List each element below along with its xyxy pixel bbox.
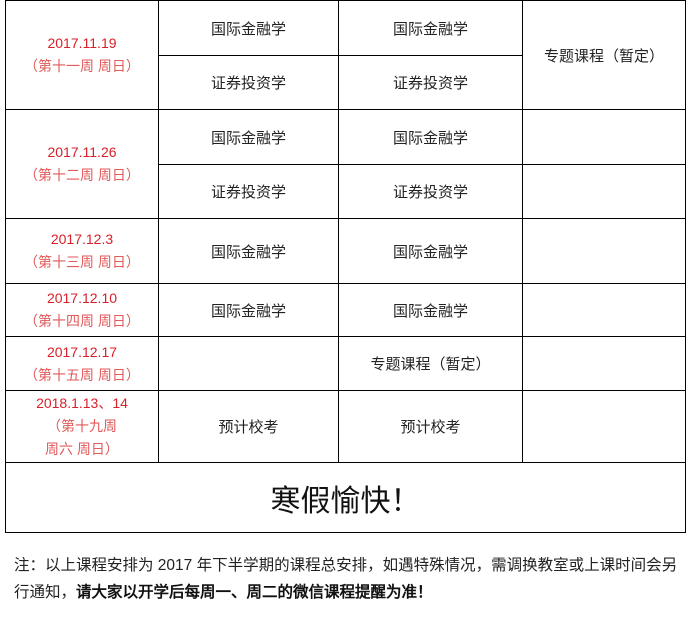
date-cell: 2017.12.3 （第十三周 周日） xyxy=(5,218,159,284)
course-cell: 国际金融学 xyxy=(158,109,339,165)
course-cell: 国际金融学 xyxy=(338,109,523,165)
table-row: 2017.12.17 （第十五周 周日） 专题课程（暂定） xyxy=(5,336,686,391)
course-cell: 证券投资学 xyxy=(338,164,523,219)
date: 2018.1.13、14 xyxy=(36,395,128,411)
date: 2017.12.3 xyxy=(50,231,114,247)
exam-cell: 预计校考 xyxy=(158,390,339,463)
empty-cell xyxy=(522,390,686,463)
empty-cell xyxy=(522,109,686,165)
empty-cell xyxy=(522,164,686,219)
course-cell: 国际金融学 xyxy=(158,283,339,337)
table-row: 2018.1.13、14 （第十九周周六 周日） 预计校考 预计校考 xyxy=(5,390,686,463)
date: 2017.11.19 xyxy=(47,35,117,51)
date-cell: 2018.1.13、14 （第十九周周六 周日） xyxy=(5,390,159,463)
week: （第十三周 周日） xyxy=(24,254,140,270)
course-cell: 证券投资学 xyxy=(338,55,523,110)
week: （第十二周 周日） xyxy=(24,167,140,183)
table-row: 寒假愉快！ xyxy=(5,462,686,533)
course-cell: 专题课程（暂定） xyxy=(522,0,686,110)
exam-cell: 预计校考 xyxy=(338,390,523,463)
table-row: 2017.11.26 （第十二周 周日） 国际金融学 国际金融学 xyxy=(5,109,686,219)
week: （第十一周 周日） xyxy=(24,58,140,74)
table-row: 2017.11.19 （第十一周 周日） 国际金融学 国际金融学 专题课程（暂定） xyxy=(5,0,686,110)
week: （第十九周 xyxy=(47,418,117,434)
table-row: 证券投资学 证券投资学 xyxy=(6,164,686,219)
date: 2017.12.17 xyxy=(46,343,118,360)
course-cell: 证券投资学 xyxy=(158,55,339,110)
empty-cell xyxy=(158,336,339,391)
holiday-banner: 寒假愉快！ xyxy=(5,462,686,533)
empty-cell xyxy=(522,283,686,337)
note-emphasis: 请大家以开学后每周一、周二的微信课程提醒为准！ xyxy=(76,584,433,601)
table-row: 证券投资学 证券投资学 xyxy=(6,55,686,110)
date-cell: 2017.11.26 （第十二周 周日） xyxy=(5,109,159,219)
date-cell: 2017.11.19 （第十一周 周日） xyxy=(5,0,159,110)
course-cell: 国际金融学 xyxy=(158,0,339,56)
course-cell: 证券投资学 xyxy=(158,164,339,219)
empty-cell xyxy=(522,218,686,284)
date: 2017.12.10 xyxy=(46,290,118,306)
course-cell: 国际金融学 xyxy=(338,218,523,284)
schedule-table: 2017.11.19 （第十一周 周日） 国际金融学 国际金融学 专题课程（暂定）… xyxy=(5,0,686,533)
week: （第十五周 周日） xyxy=(24,366,140,383)
course-cell: 国际金融学 xyxy=(338,283,523,337)
table-row: 2017.12.10 （第十四周 周日） 国际金融学 国际金融学 xyxy=(5,283,686,337)
week-days: 周六 周日） xyxy=(45,441,119,457)
course-cell: 国际金融学 xyxy=(338,0,523,56)
date: 2017.11.26 xyxy=(47,144,117,160)
note-text: 注：以上课程安排为 2017 年下半学期的课程总安排，如遇特殊情况，需调换教室或… xyxy=(14,557,678,601)
note: 注：以上课程安排为 2017 年下半学期的课程总安排，如遇特殊情况，需调换教室或… xyxy=(14,552,679,606)
date-cell: 2017.12.17 （第十五周 周日） xyxy=(5,336,159,391)
empty-cell xyxy=(522,336,686,391)
date-cell: 2017.12.10 （第十四周 周日） xyxy=(5,283,159,337)
course-cell: 国际金融学 xyxy=(158,218,339,284)
table-row: 2017.12.3 （第十三周 周日） 国际金融学 国际金融学 xyxy=(5,218,686,284)
course-cell: 专题课程（暂定） xyxy=(338,336,523,391)
week: （第十四周 周日） xyxy=(24,313,140,329)
